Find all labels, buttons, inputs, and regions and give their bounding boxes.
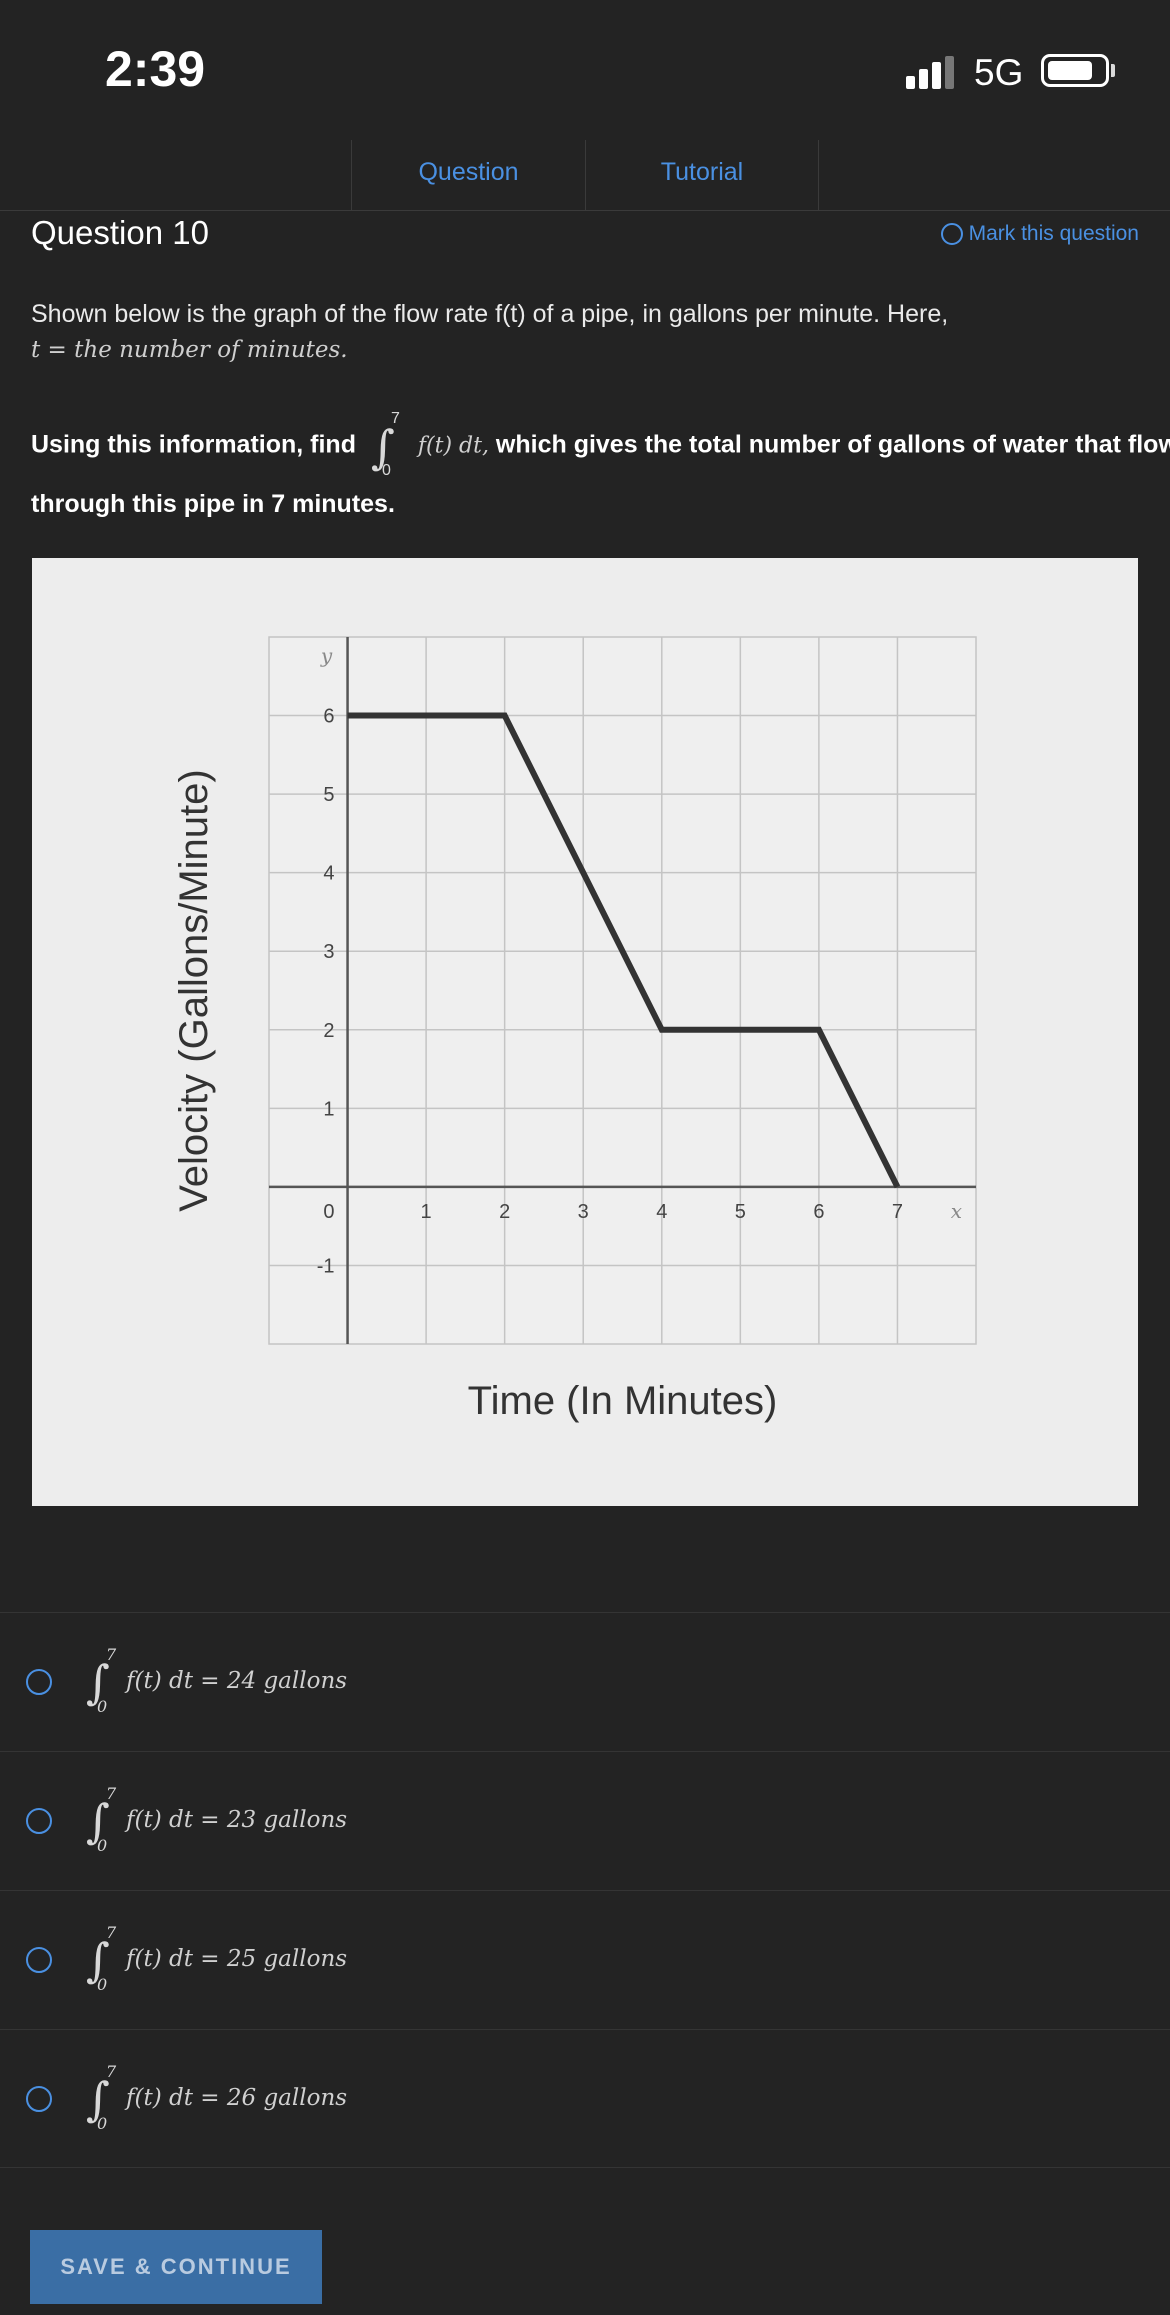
- tab-tutorial[interactable]: Tutorial: [585, 140, 819, 210]
- y-tick-label: 4: [323, 863, 334, 885]
- y-tick-label: -1: [317, 1255, 335, 1277]
- status-bar: 2:39 5G: [0, 0, 1170, 140]
- integral-lower: 0: [381, 462, 391, 479]
- answer-expression: ∫ 7 0 f(t) dt = 23 gallons: [86, 1784, 348, 1855]
- radio-button[interactable]: [26, 2086, 52, 2112]
- integrand: f(t) dt,: [417, 433, 489, 459]
- circle-icon: [940, 223, 963, 245]
- answer-list: ∫ 7 0 f(t) dt = 24 gallons ∫ 7 0 f(t) dt = 2…: [0, 1612, 1170, 2168]
- status-time: 2:39: [105, 41, 206, 97]
- answer-text: f(t) dt = 25 gallons: [126, 1946, 348, 1972]
- y-tick-label: 6: [323, 706, 334, 728]
- answer-text: f(t) dt = 26 gallons: [126, 2085, 348, 2111]
- answer-option[interactable]: ∫ 7 0 f(t) dt = 24 gallons: [0, 1612, 1170, 1751]
- y-tick-label: 2: [323, 1020, 334, 1042]
- radio-button[interactable]: [26, 1947, 52, 1973]
- question-title: Question 10: [31, 214, 209, 251]
- integral-sign-icon: ∫ 7 0: [370, 410, 400, 479]
- plot-area: [268, 636, 977, 1345]
- instruction-post: which gives the total number of gallons …: [495, 430, 1170, 459]
- y-axis-name: y: [320, 644, 333, 668]
- instruction-line-1: Using this information, find ∫ 7 0 f(t) …: [31, 410, 1170, 479]
- question-description: Shown below is the graph of the flow rat…: [31, 296, 1131, 368]
- x-tick-label: 2: [499, 1201, 510, 1223]
- signal-icon: [906, 56, 954, 89]
- save-continue-button[interactable]: SAVE & CONTINUE: [30, 2230, 322, 2304]
- battery-icon: [1041, 54, 1109, 87]
- description-text: Shown below is the graph of the flow rat…: [31, 300, 949, 328]
- x-tick-label: 3: [578, 1201, 589, 1223]
- origin-label: 0: [323, 1201, 334, 1223]
- y-tick-label: 1: [323, 1098, 334, 1120]
- x-tick-label: 4: [656, 1201, 667, 1223]
- x-tick-label: 5: [735, 1201, 746, 1223]
- y-tick-label: 5: [323, 784, 334, 806]
- radio-button[interactable]: [26, 1669, 52, 1695]
- y-axis-label: Velocity (Gallons/Minute): [172, 769, 216, 1211]
- battery-nub: [1111, 64, 1115, 77]
- answer-expression: ∫ 7 0 f(t) dt = 26 gallons: [86, 2062, 348, 2133]
- flow-rate-line: [347, 712, 901, 1189]
- x-tick-label: 1: [421, 1201, 432, 1223]
- answer-expression: ∫ 7 0 f(t) dt = 25 gallons: [86, 1923, 348, 1994]
- mark-question-link[interactable]: Mark this question: [940, 222, 1139, 246]
- chart-svg: 1 2 3 4 5 6 7 -1 1 2 3 4 5 6 0 x y Time (In Minutes) Veloc…: [172, 636, 977, 1423]
- answer-option[interactable]: ∫ 7 0 f(t) dt = 26 gallons: [0, 2029, 1170, 2168]
- answer-option[interactable]: ∫ 7 0 f(t) dt = 23 gallons: [0, 1751, 1170, 1890]
- integral-upper: 7: [390, 410, 400, 427]
- definition-text: t = the number of minutes.: [31, 337, 348, 363]
- answer-text: f(t) dt = 23 gallons: [126, 1807, 348, 1833]
- mark-question-label: Mark this question: [968, 222, 1139, 245]
- answer-expression: ∫ 7 0 f(t) dt = 24 gallons: [86, 1645, 348, 1716]
- instruction-pre: Using this information, find: [31, 430, 356, 459]
- x-axis-label: Time (In Minutes): [468, 1379, 778, 1423]
- tab-question[interactable]: Question: [351, 140, 585, 210]
- radio-button[interactable]: [26, 1808, 52, 1834]
- network-label: 5G: [974, 52, 1024, 93]
- x-axis-name: x: [951, 1199, 962, 1223]
- answer-option[interactable]: ∫ 7 0 f(t) dt = 25 gallons: [0, 1890, 1170, 2029]
- instruction-line-2: through this pipe in 7 minutes.: [31, 490, 395, 518]
- flow-rate-graph: 1 2 3 4 5 6 7 -1 1 2 3 4 5 6 0 x y Time (In Minutes) Veloc…: [32, 558, 1138, 1506]
- x-tick-label: 7: [892, 1201, 903, 1223]
- x-tick-label: 6: [813, 1201, 824, 1223]
- answer-text: f(t) dt = 24 gallons: [126, 1668, 348, 1694]
- tab-bar: Question Tutorial: [0, 140, 1170, 211]
- y-tick-label: 3: [323, 941, 334, 963]
